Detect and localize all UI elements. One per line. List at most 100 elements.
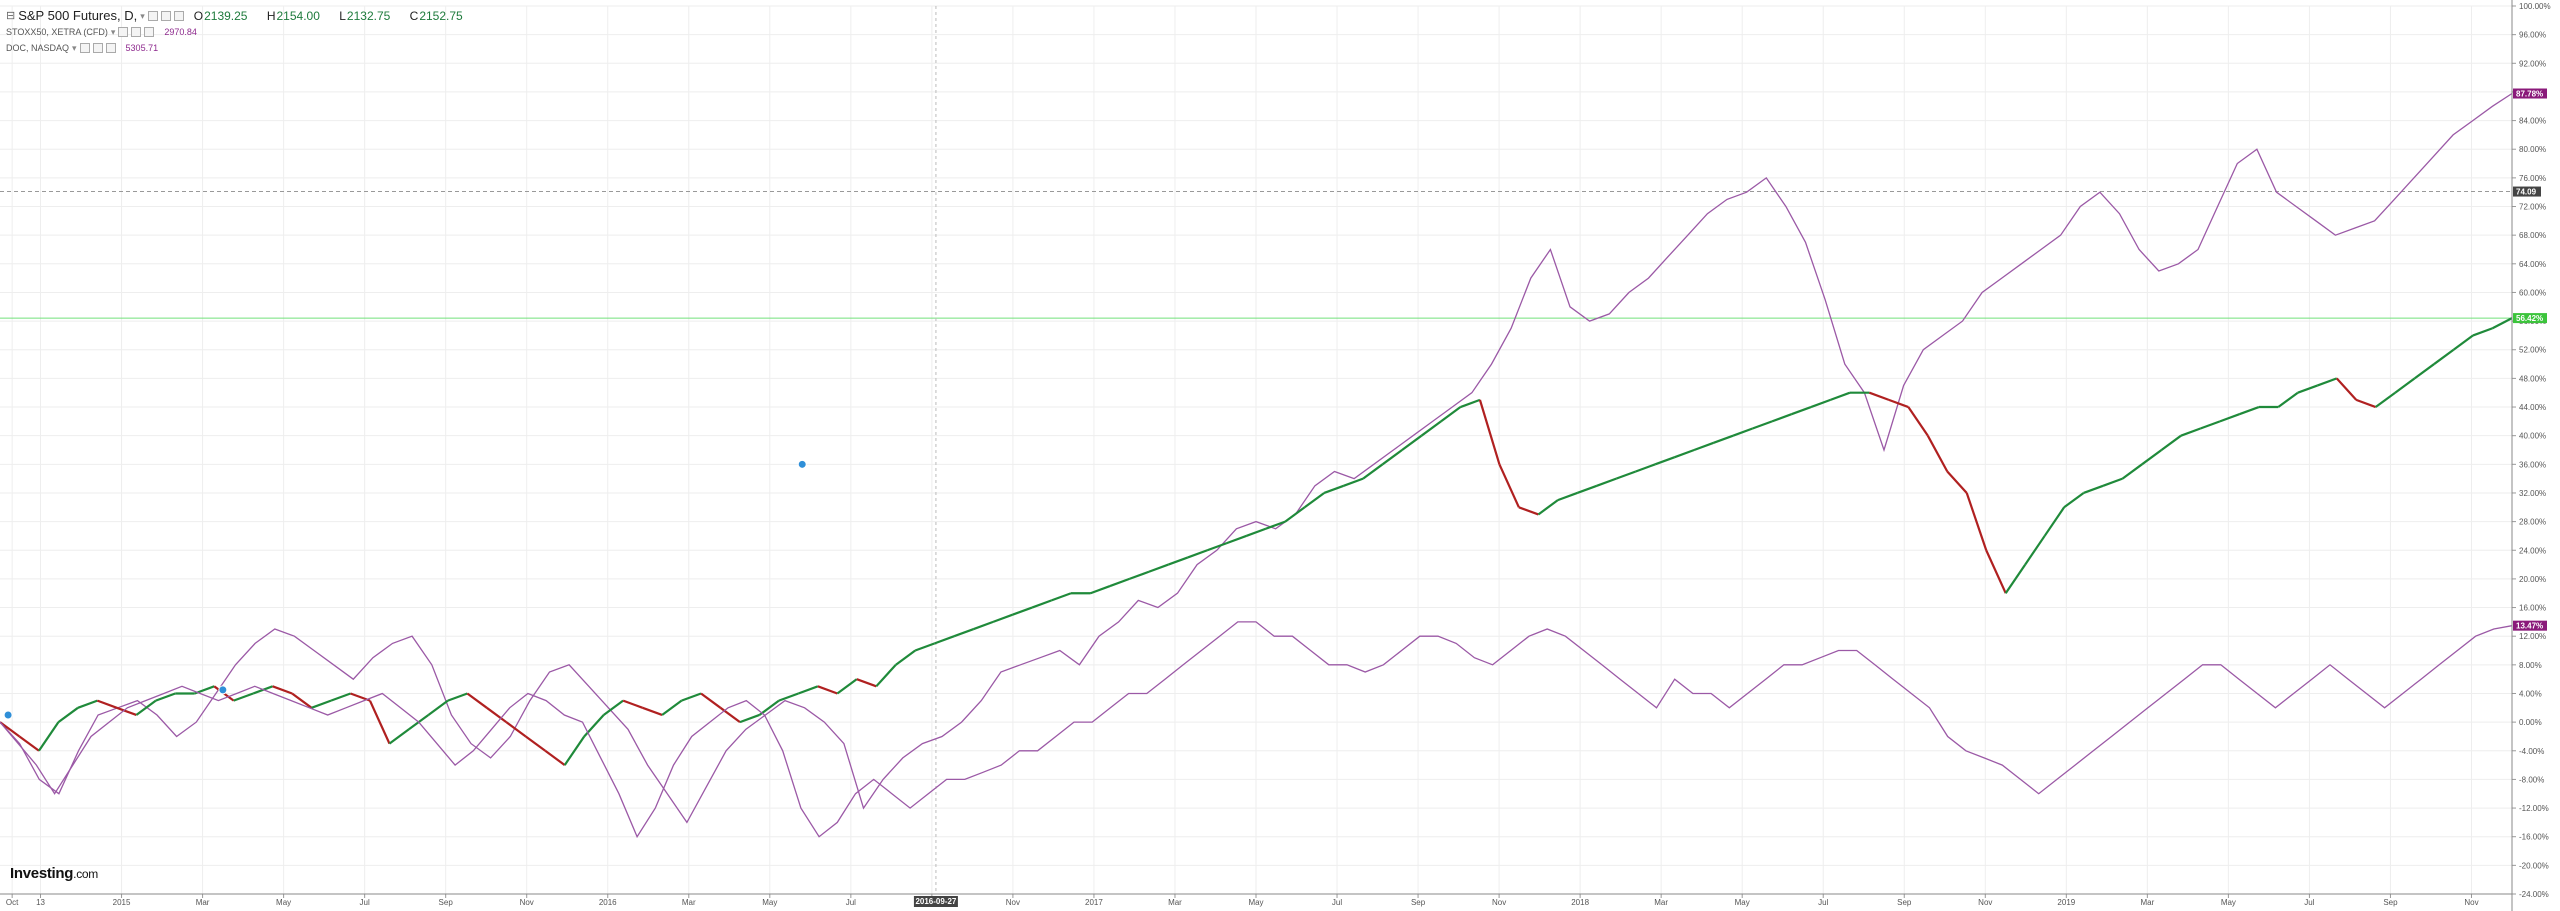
sp500-segment (77, 699, 98, 709)
sp500-segment (1226, 534, 1247, 545)
last-value-tag (2513, 88, 2547, 99)
sp500-segment (544, 749, 566, 766)
sp500-segment (973, 620, 994, 631)
hide-box-icon[interactable] (160, 11, 171, 21)
more-box-icon[interactable] (105, 43, 116, 53)
sp500-segment (1888, 398, 1909, 409)
sp500-segment (1830, 391, 1851, 401)
sp500-segment (622, 699, 643, 709)
sp500-segment (1615, 470, 1637, 480)
sp500-segment (1401, 434, 1423, 451)
close-label: C (409, 9, 419, 23)
sp500-segment (1206, 542, 1228, 552)
x-tick-label: 2015 (113, 898, 131, 907)
collapse-icon[interactable]: ⊟ (6, 10, 16, 22)
more-box-icon[interactable] (173, 11, 184, 21)
sp500-segment (2219, 413, 2240, 423)
sp500-segment (505, 721, 527, 738)
logo-suffix: .com (73, 867, 98, 881)
sp500-segment (1129, 570, 1150, 580)
sp500-segment (525, 735, 546, 752)
sp500-segment (2297, 384, 2318, 394)
sp500-segment (2492, 317, 2513, 330)
hide-box-icon[interactable] (131, 27, 142, 37)
sp500-segment (447, 692, 468, 702)
sp500-segment (2355, 398, 2377, 409)
crosshair-value-tag (2513, 186, 2541, 197)
sp500-segment (1051, 592, 1072, 602)
sp500-segment (1284, 506, 1306, 523)
chevron-down-icon[interactable]: ▾ (110, 27, 116, 37)
sp500-segment (1557, 491, 1578, 502)
last-value-tag-label: 87.78% (2516, 90, 2543, 99)
sp500-segment (2180, 427, 2201, 437)
chevron-down-icon[interactable]: ▾ (72, 43, 77, 53)
sp500-segment (2043, 506, 2066, 537)
chevron-down-icon[interactable]: ▾ (140, 11, 145, 21)
hide-box-icon[interactable] (92, 43, 103, 53)
y-tick-label: 20.00% (2519, 575, 2546, 584)
settings-box-icon[interactable] (79, 43, 90, 53)
x-tick-label: 2017 (1085, 898, 1103, 907)
x-tick-label: Mar (196, 898, 210, 907)
sp500-segment (1362, 463, 1384, 480)
sp500-segment (1012, 606, 1033, 616)
y-tick-label: -20.00% (2519, 861, 2549, 870)
y-tick-label: 60.00% (2519, 288, 2546, 297)
sp500-segment (719, 706, 741, 724)
sp500-segment (427, 699, 449, 716)
more-box-icon[interactable] (144, 27, 155, 37)
y-tick-label: -12.00% (2519, 804, 2549, 813)
sp500-segment (1304, 492, 1325, 509)
sp500-segment (1187, 549, 1208, 559)
settings-box-icon[interactable] (118, 27, 129, 37)
sp500-segment (272, 685, 293, 695)
sp500-segment (2394, 377, 2416, 394)
sp500-segment (1167, 556, 1189, 566)
sp500-segment (1674, 448, 1695, 459)
sp500-segment (2121, 463, 2143, 480)
sp500-segment (1654, 456, 1676, 466)
x-tick-label: May (762, 898, 777, 907)
sp500-segment (1965, 492, 1988, 551)
x-tick-label: Sep (2383, 898, 2398, 907)
y-tick-label: 96.00% (2519, 31, 2546, 40)
stoxx50-series-line (0, 621, 2513, 839)
sp500-segment (2375, 391, 2396, 408)
legend-series3-row[interactable]: DOC, NASDAQ ▾ 5305.71 (6, 40, 479, 56)
sp500-segment (681, 692, 702, 702)
x-tick-label: Jul (360, 898, 370, 907)
settings-box-icon[interactable] (147, 11, 158, 21)
x-tick-label: Jul (1818, 898, 1828, 907)
sp500-segment (135, 699, 157, 716)
sp500-segment (2063, 492, 2085, 509)
y-tick-label: 8.00% (2519, 661, 2542, 670)
sp500-segment (1732, 427, 1753, 437)
x-tick-label: Mar (1654, 898, 1668, 907)
sp500-segment (2102, 477, 2123, 487)
sp500-segment (836, 678, 858, 695)
sp500-segment (1323, 484, 1345, 495)
event-marker-icon (797, 459, 807, 469)
sp500-segment (18, 735, 40, 752)
chart-legend: ⊟ S&P 500 Futures, D, ▾ O2139.25 H2154.0… (6, 8, 479, 56)
legend-series2-name: STOXX50, XETRA (CFD) (6, 27, 108, 37)
sp500-segment (1381, 449, 1403, 466)
legend-series2-row[interactable]: STOXX50, XETRA (CFD) ▾ 2970.84 (6, 24, 479, 40)
sp500-segment (914, 642, 936, 652)
x-tick-label: Nov (520, 898, 534, 907)
x-tick-label: 2016 (599, 898, 617, 907)
sp500-segment (2160, 434, 2182, 451)
low-value: 2132.75 (346, 9, 391, 23)
sp500-segment (2239, 405, 2260, 416)
y-tick-label: -4.00% (2519, 747, 2544, 756)
legend-main-row[interactable]: ⊟ S&P 500 Futures, D, ▾ O2139.25 H2154.0… (6, 8, 479, 24)
sp500-segment (1343, 477, 1364, 487)
crosshair-value-label: 74.09 (2516, 188, 2537, 197)
sp500-segment (486, 706, 507, 724)
y-tick-label: -24.00% (2519, 890, 2549, 899)
sp500-segment (2433, 348, 2455, 365)
sp500-segment (466, 692, 488, 709)
